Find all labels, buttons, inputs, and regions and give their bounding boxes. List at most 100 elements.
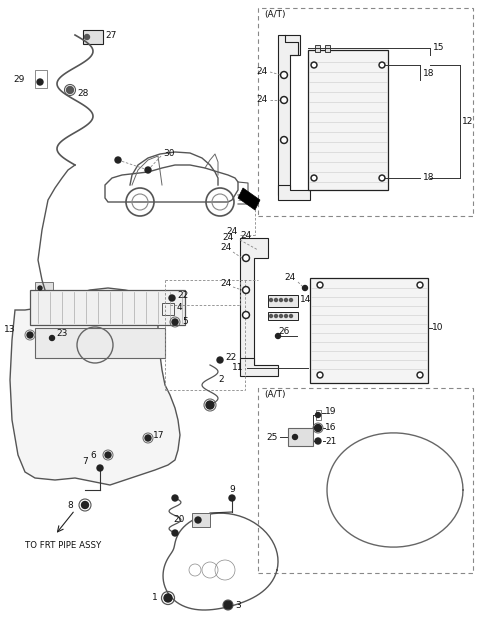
Circle shape — [269, 299, 273, 301]
Circle shape — [217, 357, 223, 363]
Circle shape — [285, 299, 288, 301]
Circle shape — [67, 87, 73, 94]
Text: (A/T): (A/T) — [264, 391, 286, 399]
Text: 13: 13 — [3, 325, 15, 334]
Text: 11: 11 — [232, 363, 243, 372]
Circle shape — [97, 465, 103, 471]
Text: 18: 18 — [423, 173, 434, 182]
Circle shape — [276, 334, 280, 339]
Circle shape — [419, 373, 421, 377]
Circle shape — [417, 282, 423, 288]
Circle shape — [280, 72, 288, 78]
Text: 2: 2 — [218, 375, 224, 384]
Bar — [192, 513, 210, 527]
Text: 1: 1 — [152, 594, 158, 603]
Text: 21: 21 — [325, 437, 336, 446]
Text: 3: 3 — [235, 601, 241, 610]
Polygon shape — [240, 358, 278, 376]
Text: 12: 12 — [462, 118, 473, 127]
Text: (A/T): (A/T) — [264, 9, 286, 18]
Circle shape — [285, 315, 288, 318]
Circle shape — [279, 315, 283, 318]
Text: 9: 9 — [229, 486, 235, 494]
Circle shape — [164, 594, 172, 602]
Text: 6: 6 — [90, 451, 96, 460]
Text: 17: 17 — [153, 430, 165, 439]
Circle shape — [289, 299, 292, 301]
Bar — [268, 312, 298, 320]
Text: 24: 24 — [257, 68, 268, 77]
Text: 4: 4 — [177, 303, 182, 313]
Circle shape — [312, 177, 315, 180]
Polygon shape — [10, 288, 180, 485]
Circle shape — [279, 299, 283, 301]
Text: 8: 8 — [67, 501, 73, 510]
Circle shape — [292, 434, 298, 439]
Text: 19: 19 — [325, 408, 336, 417]
Circle shape — [206, 401, 214, 409]
Text: 23: 23 — [56, 329, 67, 337]
Circle shape — [315, 438, 321, 444]
Text: 24: 24 — [240, 232, 251, 241]
Bar — [258, 388, 473, 573]
Bar — [162, 303, 174, 315]
Bar — [268, 295, 298, 307]
Circle shape — [280, 96, 288, 104]
Circle shape — [105, 452, 111, 458]
Circle shape — [379, 62, 385, 68]
Text: 14: 14 — [300, 296, 312, 304]
Circle shape — [244, 313, 248, 317]
Bar — [316, 410, 321, 420]
Circle shape — [115, 157, 121, 163]
Circle shape — [172, 319, 178, 325]
Bar — [310, 278, 428, 383]
Circle shape — [312, 63, 315, 66]
Circle shape — [27, 332, 33, 338]
Bar — [35, 70, 47, 88]
Bar — [35, 282, 53, 294]
Text: 24: 24 — [257, 96, 268, 104]
Text: 22: 22 — [225, 353, 236, 363]
Text: 25: 25 — [266, 432, 278, 441]
Circle shape — [195, 517, 201, 523]
Circle shape — [381, 63, 384, 66]
Circle shape — [244, 256, 248, 260]
Text: 16: 16 — [325, 423, 336, 432]
Bar — [83, 30, 103, 44]
Circle shape — [269, 315, 273, 318]
Text: 5: 5 — [182, 318, 188, 327]
Circle shape — [172, 495, 178, 501]
Polygon shape — [278, 185, 310, 200]
Circle shape — [302, 285, 308, 291]
Circle shape — [282, 73, 286, 77]
Circle shape — [224, 601, 232, 609]
Bar — [35, 328, 165, 358]
Polygon shape — [315, 45, 320, 52]
Circle shape — [311, 62, 317, 68]
Text: 29: 29 — [13, 75, 25, 84]
Circle shape — [84, 35, 89, 39]
Text: 24: 24 — [226, 227, 237, 237]
Circle shape — [275, 315, 277, 318]
Circle shape — [37, 79, 43, 85]
Circle shape — [242, 254, 250, 261]
Circle shape — [381, 177, 384, 180]
Circle shape — [317, 282, 323, 288]
Polygon shape — [278, 35, 300, 195]
Circle shape — [244, 288, 248, 292]
Text: 18: 18 — [423, 68, 434, 77]
Circle shape — [417, 372, 423, 378]
Bar — [30, 290, 185, 325]
Circle shape — [169, 295, 175, 301]
Circle shape — [282, 138, 286, 142]
Circle shape — [145, 167, 151, 173]
Circle shape — [282, 98, 286, 102]
Circle shape — [315, 413, 321, 418]
Circle shape — [49, 335, 55, 341]
Text: 30: 30 — [163, 149, 175, 158]
Text: 15: 15 — [433, 44, 444, 53]
Circle shape — [280, 137, 288, 144]
Circle shape — [82, 501, 88, 508]
Text: 22: 22 — [177, 291, 188, 299]
Polygon shape — [240, 238, 268, 370]
